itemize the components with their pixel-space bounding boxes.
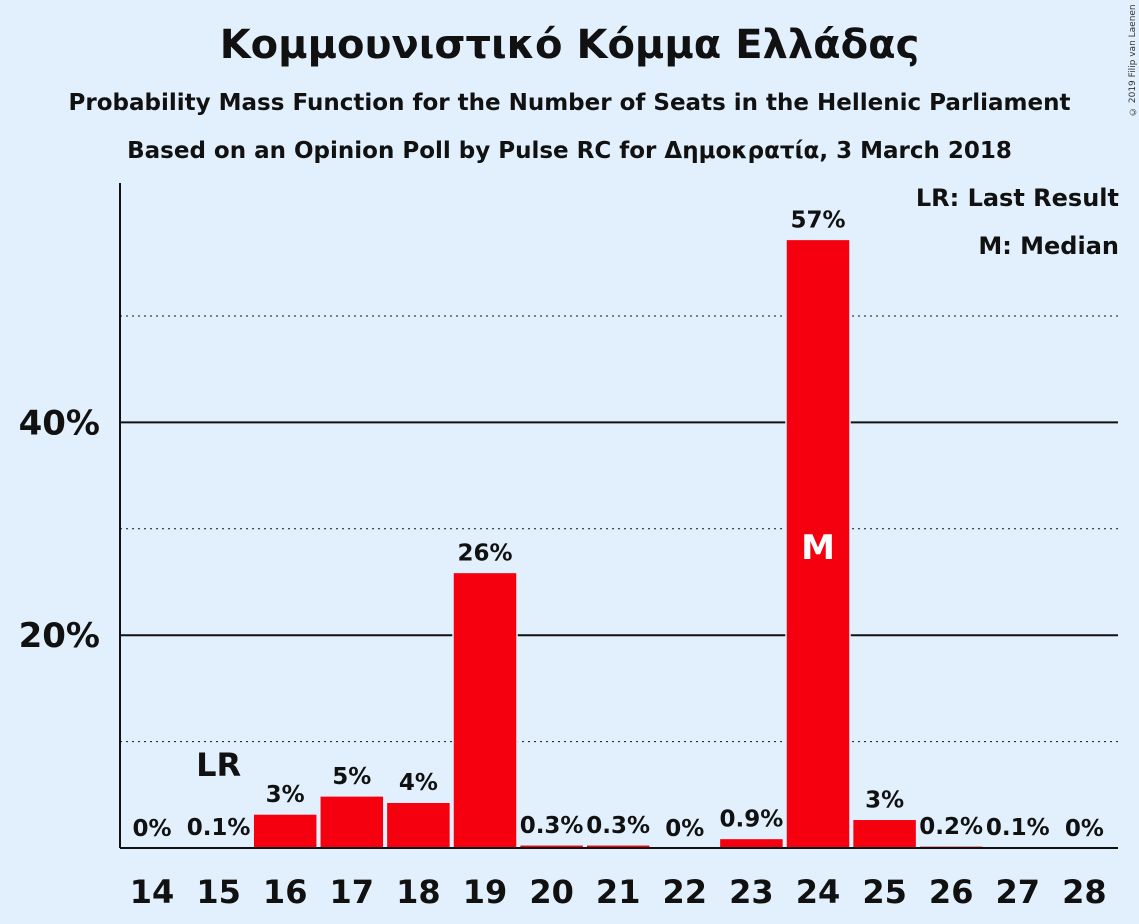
- data-label-18: 4%: [399, 770, 438, 796]
- x-tick-label-20: 20: [529, 873, 574, 911]
- bar-18: [385, 801, 452, 849]
- bar-25: [851, 818, 918, 849]
- data-label-26: 0.2%: [919, 814, 983, 840]
- x-tick-label-28: 28: [1062, 873, 1107, 911]
- legend-median: M: Median: [978, 232, 1119, 260]
- x-tick-label-15: 15: [196, 873, 241, 911]
- x-tick-label-17: 17: [330, 873, 375, 911]
- data-label-19: 26%: [457, 540, 512, 566]
- data-label-27: 0.1%: [986, 815, 1050, 841]
- x-tick-label-21: 21: [596, 873, 641, 911]
- chart-title: Κομμουνιστικό Κόμμα Ελλάδας: [219, 22, 920, 68]
- legend-last-result: LR: Last Result: [915, 184, 1119, 212]
- x-tick-label-23: 23: [729, 873, 774, 911]
- y-tick-label-40: 40%: [19, 403, 100, 443]
- x-tick-label-22: 22: [663, 873, 708, 911]
- x-tick-label-24: 24: [796, 873, 841, 911]
- y-tick-label-20: 20%: [19, 616, 100, 656]
- x-tick-label-19: 19: [463, 873, 508, 911]
- data-label-25: 3%: [865, 787, 904, 813]
- data-label-17: 5%: [332, 764, 371, 790]
- data-label-21: 0.3%: [586, 813, 650, 839]
- median-marker: M: [801, 528, 835, 568]
- x-tick-label-14: 14: [130, 873, 175, 911]
- data-label-20: 0.3%: [520, 813, 584, 839]
- data-label-14: 0%: [132, 816, 171, 842]
- data-label-28: 0%: [1065, 816, 1104, 842]
- x-tick-label-26: 26: [929, 873, 974, 911]
- data-label-16: 3%: [266, 782, 305, 808]
- chart-subtitle: Probability Mass Function for the Number…: [68, 90, 1071, 116]
- x-tick-label-16: 16: [263, 873, 308, 911]
- last-result-marker: LR: [196, 746, 241, 784]
- data-label-15: 0.1%: [187, 815, 251, 841]
- data-label-23: 0.9%: [720, 806, 784, 832]
- bar-17: [319, 795, 385, 849]
- x-tick-label-25: 25: [862, 873, 907, 911]
- bar-23: [718, 837, 785, 849]
- data-label-22: 0%: [665, 816, 704, 842]
- data-label-24: 57%: [790, 207, 845, 233]
- bar-24: [785, 238, 851, 849]
- x-tick-label-27: 27: [996, 873, 1041, 911]
- bar-19: [452, 571, 518, 849]
- bar-16: [252, 813, 318, 849]
- x-tick-label-18: 18: [396, 873, 441, 911]
- chart-source: Based on an Opinion Poll by Pulse RC for…: [127, 138, 1012, 164]
